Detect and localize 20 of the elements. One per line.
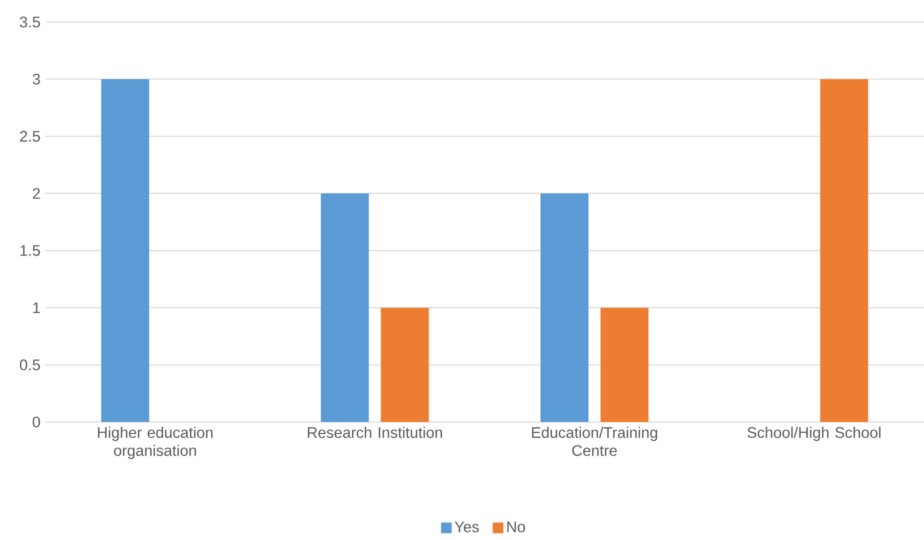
x-tick-label: School/High School <box>748 426 880 441</box>
x-tick-label: Research Institution <box>308 426 442 438</box>
y-tick-label: 2 <box>32 188 40 199</box>
legend-label: Yes <box>454 522 479 532</box>
bar <box>600 308 649 422</box>
legend-label: No <box>507 522 525 532</box>
y-tick-label: 2.5 <box>20 130 40 142</box>
x-tick-label: Higher education organisation <box>98 426 213 459</box>
y-tick-label: 1.5 <box>20 245 40 256</box>
y-tick-label: 1 <box>33 302 40 313</box>
bar <box>820 79 868 422</box>
x-tick-label: Education/Training Centre <box>532 426 658 456</box>
bar <box>540 193 589 422</box>
y-tick-label: 3 <box>32 74 40 85</box>
y-tick-label: 0 <box>32 416 40 428</box>
bar <box>320 193 369 422</box>
bar <box>380 308 429 422</box>
bar <box>101 79 150 422</box>
y-tick-label: 3.5 <box>20 16 40 28</box>
y-tick-label: 0.5 <box>20 359 40 370</box>
